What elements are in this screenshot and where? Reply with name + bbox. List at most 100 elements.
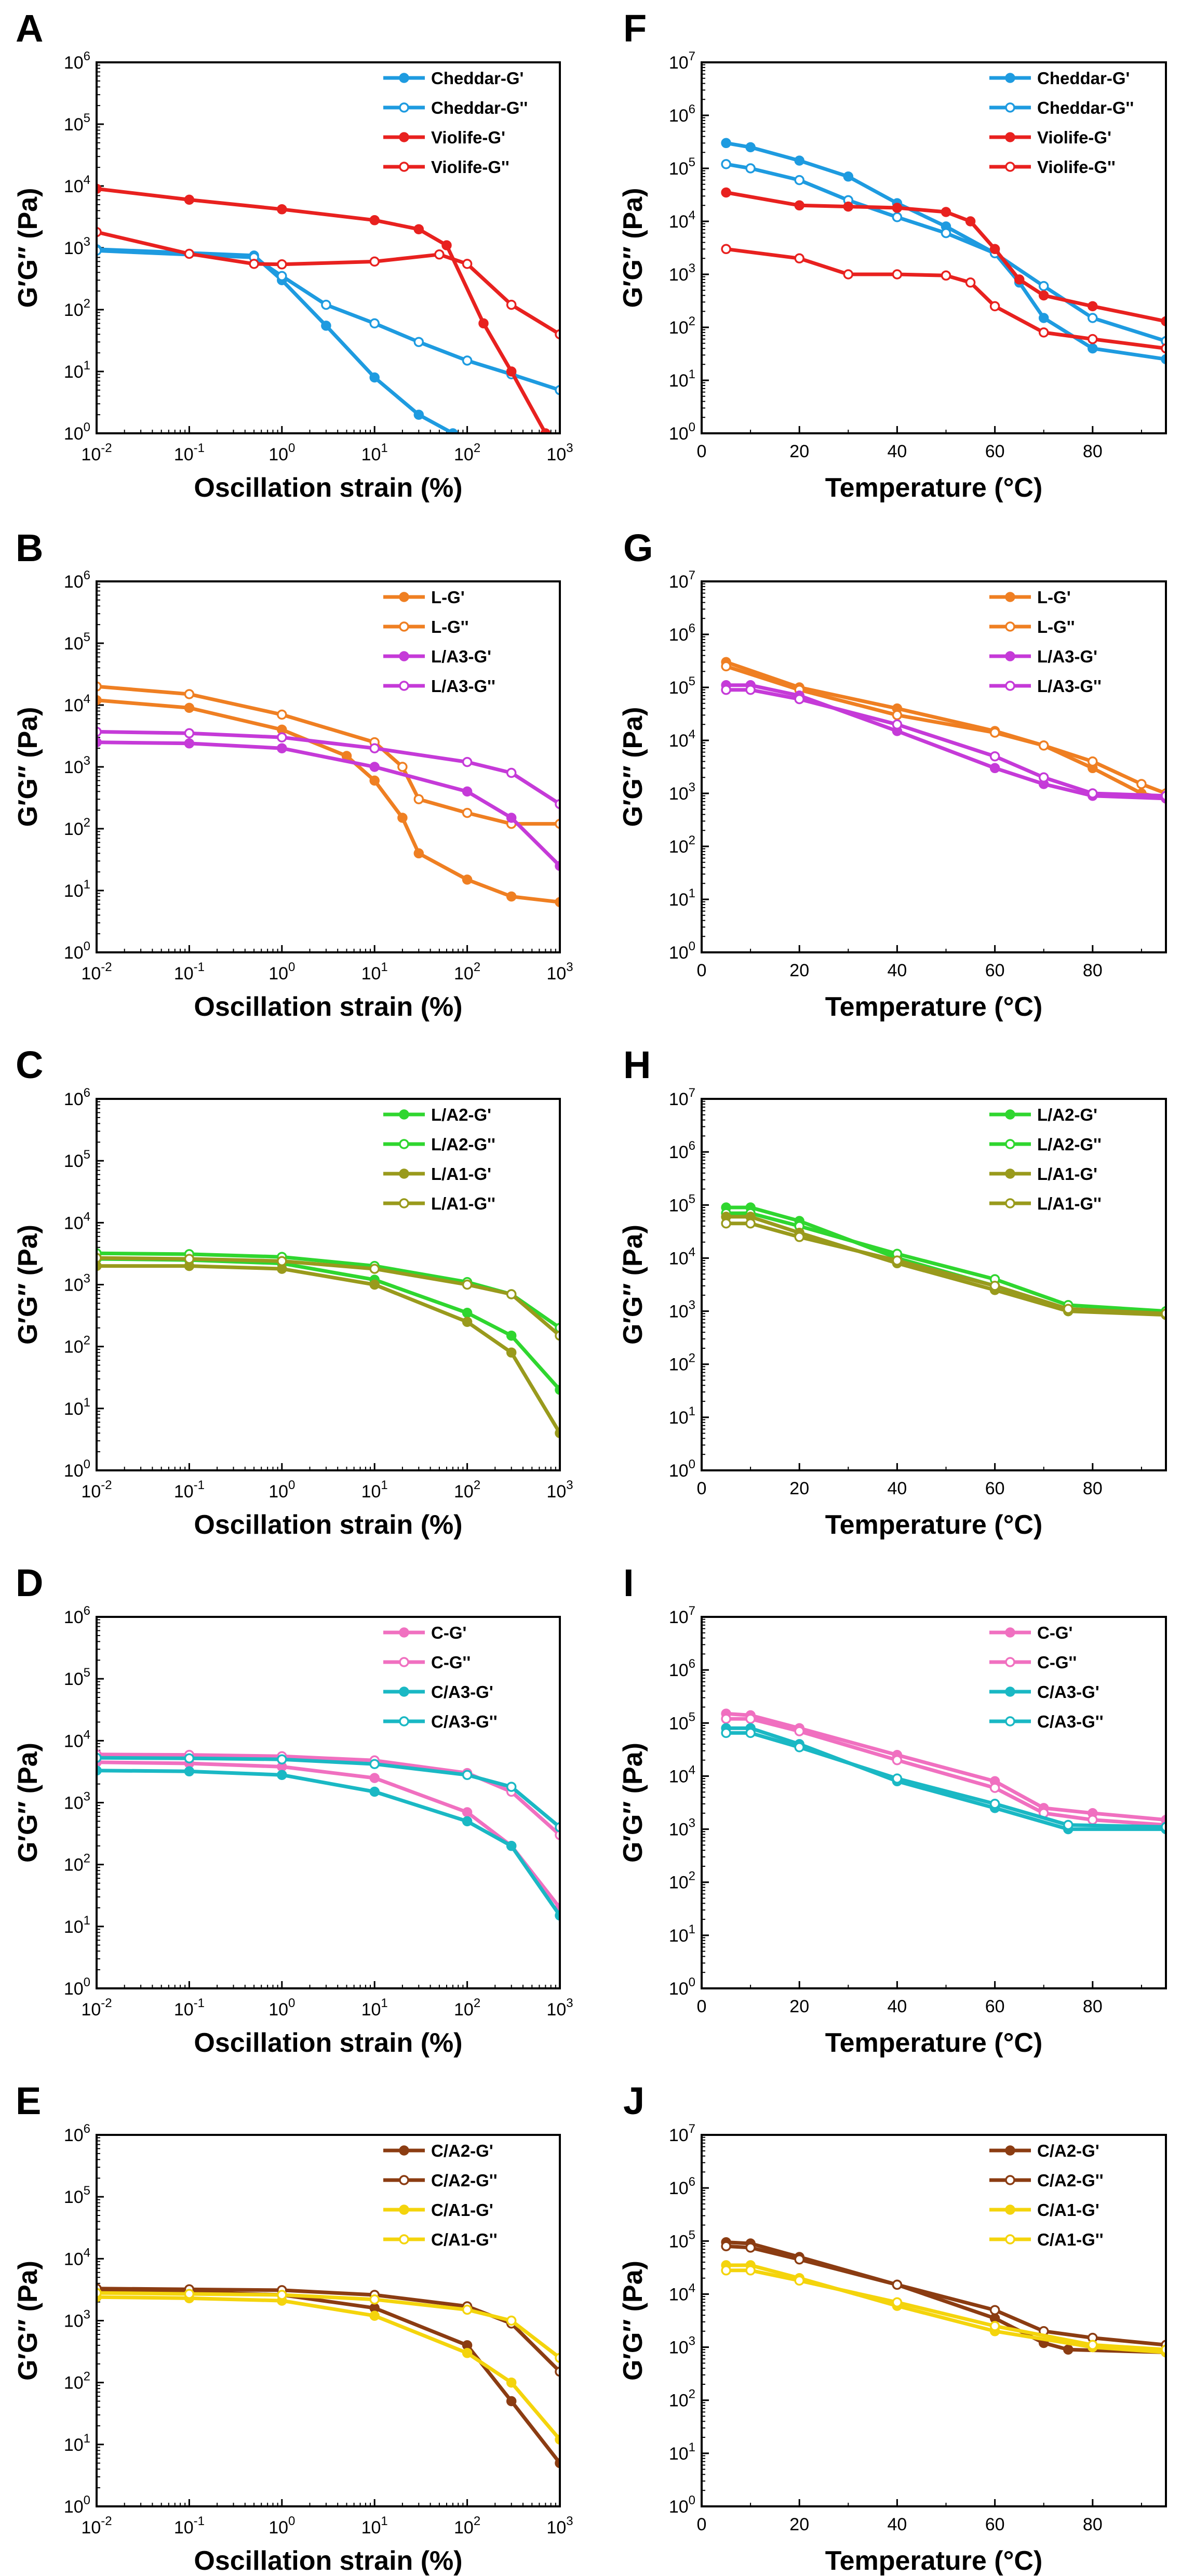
data-point [369,1279,380,1290]
y-tick-label: 105 [64,1666,90,1689]
legend-label: Cheddar-G'' [431,98,528,117]
legend-label: C/A2-G' [1037,2141,1099,2160]
data-point [892,1755,903,1765]
legend-swatch-marker [399,621,409,632]
data-point [184,2289,195,2299]
legend-entry: L/A3-G'' [989,676,1102,696]
y-tick-label-base: 10 [64,1213,84,1233]
y-tick-label-base: 10 [669,1979,689,1999]
plot-frame [701,1098,1167,1471]
y-axis-title: G′G″ (Pa) [618,2261,648,2381]
x-tick-label-exponent: -1 [194,1478,205,1492]
legend-swatch-marker [399,1657,409,1667]
legend-label: C-G' [431,1623,466,1642]
legend-entry: C/A2-G' [383,2141,493,2160]
y-tick-label-exponent: 6 [84,49,90,63]
legend-swatch-marker [399,1198,409,1209]
x-tick-label-exponent: -1 [194,441,205,455]
legend-entry: L/A2-G' [989,1105,1097,1124]
series-group [97,2283,560,2468]
legend-entry: L/A3-G'' [383,676,495,696]
y-tick-label: 104 [669,727,695,751]
series-line-g-1 [724,664,1166,795]
x-tick-label: 100 [269,960,295,984]
data-point [462,1770,473,1780]
y-axis-title: G′G″ (Pa) [618,1743,648,1863]
y-tick-label-exponent: 3 [689,1816,695,1830]
legend-entry: Cheddar-G'' [383,98,528,117]
legend-entry: Cheddar-G' [383,69,524,88]
y-tick-label: 103 [669,1298,695,1322]
legend-swatch-marker [1005,1198,1015,1209]
legend-label: Violife-G' [1037,128,1111,147]
y-tick-label: 101 [669,2440,695,2464]
legend-swatch-marker [1005,621,1015,632]
data-point [989,2321,1000,2331]
series-line-d-1 [97,1752,560,1837]
y-tick-label: 106 [669,1657,695,1680]
legend-label: C/A2-G' [431,2141,493,2160]
y-tick-label-base: 10 [64,238,84,258]
x-tick-label-base: 10 [269,2518,288,2538]
legend-label: C/A2-G'' [431,2171,498,2190]
y-tick-label-exponent: 2 [689,1869,695,1883]
x-axis-title: Oscillation strain (%) [194,473,462,503]
x-tick-label: 10-2 [81,2514,112,2538]
y-tick-label-exponent: 2 [689,2387,695,2401]
legend-entry: L/A2-G' [383,1105,491,1124]
y-tick-label: 102 [669,1351,695,1375]
y-tick-label-base: 10 [669,318,689,338]
y-tick-label-exponent: 2 [689,833,695,847]
data-point [413,794,424,804]
legend-label: L-G'' [1037,617,1075,636]
data-point [745,2265,756,2276]
y-tick-label-base: 10 [64,2126,84,2145]
data-point [506,366,517,377]
y-tick-label: 103 [669,1816,695,1840]
y-tick-label: 105 [64,1148,90,1171]
data-point [397,813,408,823]
legend-swatch-marker [399,1716,409,1727]
x-tick-label: 10-2 [81,1478,112,1502]
x-tick-label-base: 10 [454,1482,474,1502]
x-tick-label: 40 [888,961,907,980]
y-tick-label-exponent: 3 [84,754,90,768]
x-tick-label: 103 [546,441,573,464]
legend-swatch-marker [1005,132,1015,142]
legend-label: C/A3-G' [431,1682,493,1702]
data-point [413,848,424,859]
legend-swatch-marker [1005,651,1015,661]
x-tick-label: 101 [361,2514,388,2538]
y-tick-label-base: 10 [669,2126,689,2145]
data-point [277,204,287,215]
y-tick-label-exponent: 5 [689,2228,695,2242]
y-tick-label-exponent: 0 [689,2493,695,2507]
data-point [506,2396,517,2407]
data-point [892,719,903,730]
data-point [989,244,1000,255]
data-point [892,203,903,213]
y-tick-label-exponent: 4 [84,1210,90,1224]
series-line-b-0 [97,698,560,904]
legend-swatch-marker [399,1109,409,1120]
y-tick-label-exponent: 2 [84,1852,90,1866]
data-point [506,2377,517,2388]
legend-entry: C-G' [989,1623,1072,1642]
x-tick-label-exponent: 3 [566,2514,573,2528]
series-group [97,183,560,433]
legend-swatch-marker [399,2205,409,2215]
legend-swatch-marker [1005,2234,1015,2245]
y-tick-label-exponent: 0 [689,1457,695,1471]
data-point [506,299,517,310]
x-tick-label-exponent: 3 [566,1996,573,2010]
x-tick-label: 101 [361,1478,388,1502]
data-point [462,807,473,818]
series-group [721,2237,1166,2358]
data-point [397,762,408,772]
x-tick-label-exponent: 3 [566,1478,573,1492]
y-tick-label-exponent: 1 [689,367,695,381]
